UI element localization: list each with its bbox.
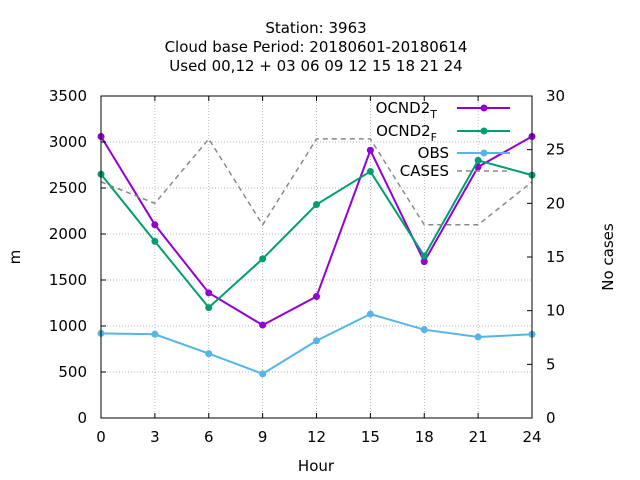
legend-marker: [480, 127, 488, 135]
y2-tick-label: 25: [546, 141, 565, 159]
y-tick-label: 3500: [49, 87, 87, 105]
data-point: [259, 321, 267, 329]
legend-item-obs: OBS: [418, 144, 510, 162]
data-point: [474, 333, 482, 341]
x-tick-label: 6: [204, 428, 214, 446]
y-tick-label: 1000: [49, 317, 87, 335]
x-tick-label: 21: [469, 428, 488, 446]
y2-tick-label: 30: [546, 87, 565, 105]
series-obs: [97, 310, 536, 378]
y-tick-label: 500: [58, 363, 87, 381]
legend-marker: [480, 104, 488, 112]
legend-item-cases: CASES: [400, 162, 510, 180]
y2-tick-label: 5: [546, 355, 556, 373]
data-point: [151, 237, 159, 245]
gridlines: [101, 96, 532, 418]
y2-tick-label: 10: [546, 302, 565, 320]
series-line-cases: [100, 137, 533, 227]
data-point: [420, 258, 428, 266]
data-point: [313, 201, 320, 209]
series-layer: [97, 132, 536, 378]
axis-ticks: 0 3 6 9 12 15 18 21 24 0 500 1000 1500 2000 2500 3000 35…: [49, 87, 565, 446]
data-point: [151, 330, 159, 338]
data-point: [366, 310, 374, 318]
data-point: [366, 146, 374, 154]
y-tick-label: 2500: [49, 179, 87, 197]
data-point: [259, 255, 267, 263]
legend-item-ocnd2-f: OCND2F: [376, 122, 510, 144]
y2-tick-label: 0: [546, 409, 556, 427]
data-point: [313, 293, 320, 301]
legend-label: OCND2F: [376, 122, 437, 144]
data-point: [205, 289, 213, 297]
y-tick-label: 3000: [49, 133, 87, 151]
x-tick-label: 18: [415, 428, 434, 446]
legend-label: CASES: [400, 162, 449, 180]
x-tick-label: 24: [522, 428, 541, 446]
x-tick-label: 9: [258, 428, 268, 446]
data-point: [205, 304, 213, 312]
y-tick-label: 0: [77, 409, 87, 427]
y-tick-label: 2000: [49, 225, 87, 243]
title-line-1: Station: 3963: [265, 19, 366, 37]
data-point: [420, 252, 428, 260]
data-point: [313, 337, 320, 345]
legend-label: OBS: [418, 144, 449, 162]
title-line-3: Used 00,12 + 03 06 09 12 15 18 21 24: [169, 57, 462, 75]
legend-label: OCND2T: [376, 99, 438, 121]
data-point: [151, 221, 159, 229]
y2-tick-label: 20: [546, 194, 565, 212]
title-line-2: Cloud base Period: 20180601-20180614: [165, 38, 468, 56]
y-tick-label: 1500: [49, 271, 87, 289]
x-axis-label: Hour: [298, 457, 335, 475]
y2-tick-label: 15: [546, 248, 565, 266]
y2-axis-label: No cases: [599, 223, 617, 291]
x-tick-label: 12: [307, 428, 326, 446]
legend-item-ocnd2-t: OCND2T: [376, 99, 510, 121]
chart-title: Station: 3963 Cloud base Period: 2018060…: [165, 19, 468, 75]
y-axis-label: m: [6, 250, 24, 265]
x-tick-label: 3: [150, 428, 160, 446]
x-tick-label: 15: [361, 428, 380, 446]
series-ocnd2-t: [97, 132, 536, 329]
data-point: [205, 350, 213, 358]
data-point: [366, 167, 374, 175]
data-point: [420, 326, 428, 334]
series-cases: [100, 137, 533, 227]
legend-marker: [480, 149, 488, 157]
x-tick-label: 0: [96, 428, 106, 446]
data-point: [259, 370, 267, 378]
data-point: [474, 156, 482, 164]
